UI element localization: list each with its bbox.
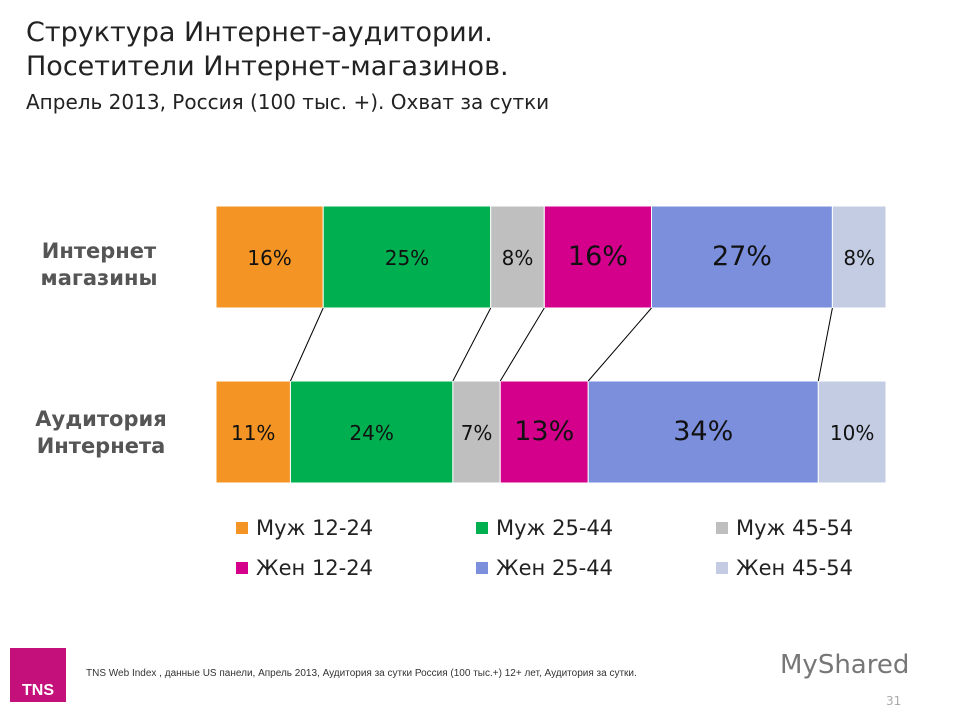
bar-segment: [499, 380, 589, 484]
legend: Муж 12-24 Муж 25-44 Муж 45-54 Жен 12-24 Жен …: [236, 516, 916, 580]
legend-label: Жен 45-54: [736, 556, 853, 580]
legend-swatch: [476, 562, 488, 574]
tns-logo: TNS: [10, 648, 66, 702]
bar-segment: [543, 205, 652, 309]
connector-line: [499, 307, 545, 382]
data-label: 27%: [712, 241, 772, 272]
legend-label: Жен 12-24: [256, 556, 373, 580]
legend-label: Жен 25-44: [496, 556, 613, 580]
title-line-1: Структура Интернет-аудитории.: [26, 17, 493, 48]
legend-label: Муж 12-24: [256, 516, 374, 540]
connector-line: [289, 307, 324, 382]
legend-label: Муж 45-54: [736, 516, 854, 540]
bar-segment: [817, 380, 887, 484]
legend-item: Жен 25-44: [476, 556, 716, 580]
data-label: 34%: [673, 416, 733, 447]
legend-item: Муж 45-54: [716, 516, 916, 540]
data-label: 8%: [843, 246, 875, 270]
title-line-2: Посетители Интернет-магазинов.: [26, 51, 509, 82]
legend-item: Муж 25-44: [476, 516, 716, 540]
slide-title: Структура Интернет-аудитории. Посетители …: [26, 16, 509, 84]
page-number: 31: [886, 694, 902, 708]
bar-segment: [587, 380, 819, 484]
connector-line: [817, 307, 833, 382]
source-note: TNS Web Index , данные US панели, Апрель…: [86, 668, 637, 679]
legend-item: Жен 12-24: [236, 556, 476, 580]
data-label: 25%: [385, 246, 429, 270]
connector-line: [452, 307, 492, 382]
data-label: 8%: [502, 246, 534, 270]
data-label: 7%: [461, 421, 493, 445]
bar-segment: [490, 205, 545, 309]
legend-swatch: [716, 562, 728, 574]
row-label-line: Интернета: [36, 434, 166, 458]
row-label-line: Интернет: [41, 239, 157, 263]
legend-swatch: [476, 522, 488, 534]
data-label: 24%: [349, 421, 393, 445]
legend-swatch: [236, 522, 248, 534]
data-label: 13%: [514, 416, 574, 447]
legend-swatch: [716, 522, 728, 534]
logo-text: TNS: [22, 682, 54, 699]
bar-segment: [651, 205, 833, 309]
row-label-shops: Интернет магазины: [14, 238, 184, 292]
legend-item: Муж 12-24: [236, 516, 476, 540]
bar-segment: [831, 205, 887, 309]
row-label-internet: Аудитория Интернета: [16, 406, 186, 460]
legend-swatch: [236, 562, 248, 574]
row-label-line: магазины: [40, 266, 158, 290]
data-label: 10%: [830, 421, 874, 445]
legend-label: Муж 25-44: [496, 516, 614, 540]
slide-subtitle: Апрель 2013, Россия (100 тыс. +). Охват …: [26, 90, 550, 114]
data-label: 11%: [231, 421, 275, 445]
legend-item: Жен 45-54: [716, 556, 916, 580]
bar-segment: [452, 380, 501, 484]
data-label: 16%: [568, 241, 628, 272]
connector-line: [587, 307, 652, 382]
bar-segment: [289, 380, 454, 484]
watermark: MyShared: [780, 650, 910, 680]
row-label-line: Аудитория: [35, 407, 167, 431]
data-label: 16%: [247, 246, 291, 270]
